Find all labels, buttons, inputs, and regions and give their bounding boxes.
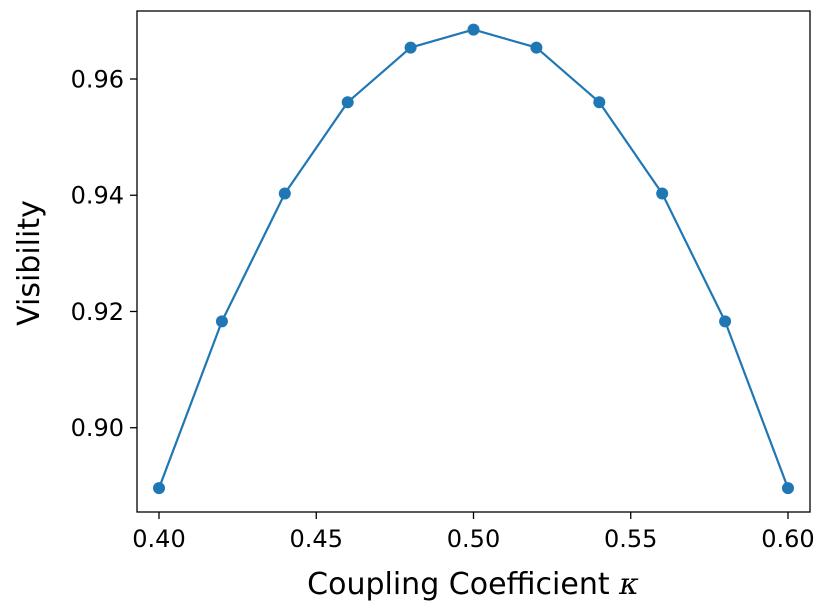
- y-tick-label: 0.90: [71, 414, 124, 442]
- data-point: [719, 315, 732, 328]
- data-point: [656, 187, 669, 200]
- y-axis-ticks: 0.90 0.92 0.94 0.96: [71, 66, 137, 442]
- y-tick-label: 0.94: [71, 182, 124, 210]
- data-point: [341, 96, 354, 109]
- x-tick-label: 0.40: [132, 525, 185, 553]
- x-tick-label: 0.55: [604, 525, 657, 553]
- data-point: [593, 96, 606, 109]
- data-point: [467, 23, 480, 36]
- plot-area: [153, 23, 794, 495]
- x-tick-label: 0.50: [447, 525, 500, 553]
- data-point: [530, 41, 543, 54]
- x-tick-label: 0.45: [290, 525, 343, 553]
- series-line: [157, 28, 790, 489]
- y-tick-label: 0.92: [71, 298, 124, 326]
- y-tick-label: 0.96: [71, 66, 124, 94]
- data-point: [781, 482, 794, 495]
- x-axis-title: Coupling Coefficient κ: [307, 567, 639, 602]
- data-point: [404, 41, 417, 54]
- x-axis-ticks: 0.40 0.45 0.50 0.55 0.60: [132, 512, 815, 553]
- x-axis-title-text: Coupling Coefficient: [307, 567, 610, 602]
- axes-frame: [136, 10, 811, 513]
- data-point: [278, 187, 291, 200]
- data-point: [153, 482, 166, 495]
- x-axis-title-symbol: κ: [618, 567, 639, 602]
- data-point: [215, 315, 228, 328]
- y-axis-title: Visibility: [12, 200, 47, 326]
- x-tick-label: 0.60: [761, 525, 814, 553]
